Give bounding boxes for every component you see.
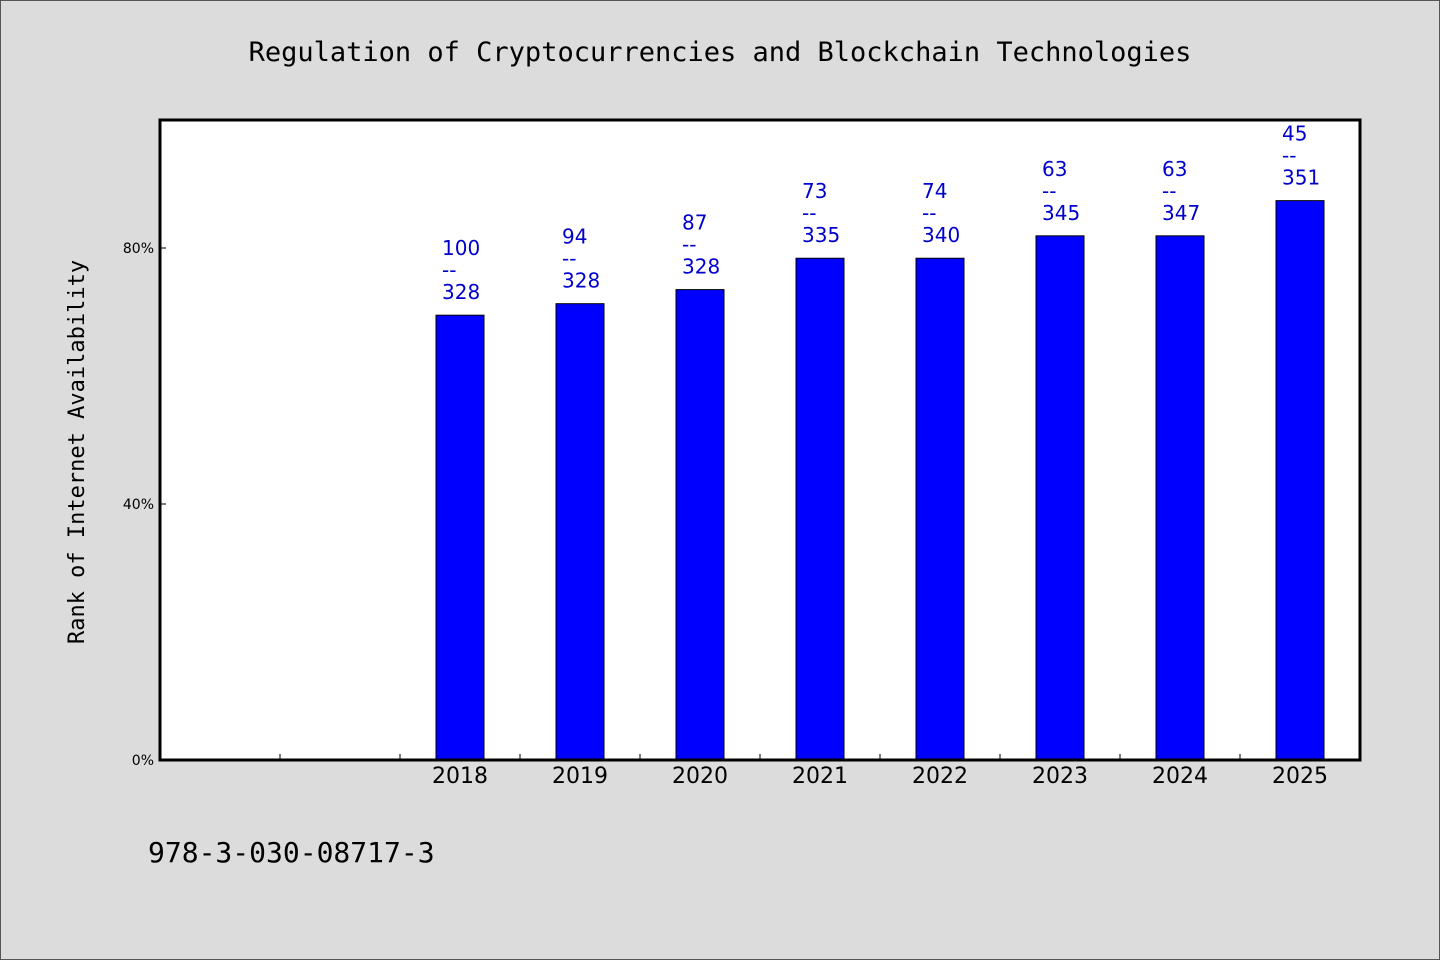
x-axis-ticks: 2018 2019 2020 2021 2022 2023 2024 2025	[279, 754, 1328, 789]
x-tick-label: 2020	[672, 764, 728, 789]
data-labels: 100--32894--32887--32873--33574--34063--…	[442, 122, 1320, 305]
data-label: 45	[1282, 122, 1307, 146]
bar	[1155, 235, 1205, 761]
data-label: --	[922, 201, 936, 225]
bar	[435, 314, 485, 761]
data-label: 63	[1162, 157, 1187, 181]
bar	[1275, 200, 1325, 761]
x-tick-label: 2022	[912, 764, 968, 789]
plot-border	[158, 118, 1362, 762]
data-label: --	[1282, 144, 1296, 168]
x-tick-label: 2024	[1152, 764, 1208, 789]
data-label: 328	[562, 269, 600, 293]
data-label: --	[802, 201, 816, 225]
bar	[555, 303, 605, 761]
data-label: 328	[442, 280, 480, 304]
data-label: 340	[922, 223, 960, 247]
data-label: 100	[442, 236, 480, 260]
data-label: --	[1162, 179, 1176, 203]
y-tick-label: 40%	[123, 497, 154, 513]
y-tick-label: 0%	[132, 753, 154, 769]
data-label: 335	[802, 223, 840, 247]
x-tick-label: 2019	[552, 764, 608, 789]
data-label: 351	[1282, 166, 1320, 190]
x-tick-label: 2023	[1032, 764, 1088, 789]
data-label: 94	[562, 225, 587, 249]
data-label: 347	[1162, 201, 1200, 225]
y-tick-label: 80%	[123, 241, 154, 257]
data-label: 328	[682, 255, 720, 279]
data-label: 87	[682, 211, 707, 235]
bar	[1035, 235, 1085, 761]
bar	[675, 289, 725, 761]
bar	[795, 257, 845, 761]
bar	[915, 257, 965, 761]
data-label: --	[682, 233, 696, 257]
data-label: 73	[802, 179, 827, 203]
data-label: --	[1042, 179, 1056, 203]
data-label: --	[442, 258, 456, 282]
data-label: --	[562, 247, 576, 271]
x-tick-label: 2018	[432, 764, 488, 789]
x-tick-label: 2021	[792, 764, 848, 789]
chart-title: Regulation of Cryptocurrencies and Block…	[249, 37, 1192, 68]
bars	[435, 200, 1325, 761]
data-label: 63	[1042, 157, 1067, 181]
y-axis-label: Rank of Internet Availability	[65, 260, 90, 644]
footer-isbn: 978-3-030-08717-3	[148, 836, 435, 869]
data-label: 345	[1042, 201, 1080, 225]
y-axis-ticks: 0% 40% 80%	[123, 241, 166, 769]
data-label: 74	[922, 179, 947, 203]
x-tick-label: 2025	[1272, 764, 1328, 789]
